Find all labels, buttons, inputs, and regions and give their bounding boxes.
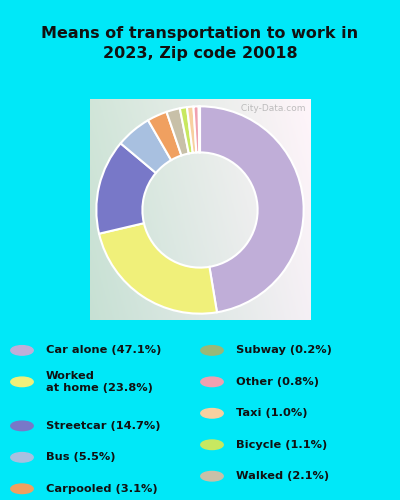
Circle shape xyxy=(11,421,33,430)
Wedge shape xyxy=(120,120,171,173)
Circle shape xyxy=(201,377,223,386)
Wedge shape xyxy=(99,223,217,314)
Wedge shape xyxy=(148,112,182,160)
Circle shape xyxy=(11,484,33,494)
Text: Taxi (1.0%): Taxi (1.0%) xyxy=(236,408,308,418)
Text: Means of transportation to work in
2023, Zip code 20018: Means of transportation to work in 2023,… xyxy=(42,26,358,60)
Text: Bicycle (1.1%): Bicycle (1.1%) xyxy=(236,440,327,450)
Text: Worked
at home (23.8%): Worked at home (23.8%) xyxy=(46,370,153,393)
Circle shape xyxy=(11,452,33,462)
Wedge shape xyxy=(199,106,200,152)
Text: City-Data.com: City-Data.com xyxy=(238,104,306,114)
Wedge shape xyxy=(194,106,199,152)
Circle shape xyxy=(201,346,223,355)
Text: Streetcar (14.7%): Streetcar (14.7%) xyxy=(46,421,160,431)
Wedge shape xyxy=(200,106,304,312)
Text: Subway (0.2%): Subway (0.2%) xyxy=(236,346,332,356)
Circle shape xyxy=(201,440,223,450)
Wedge shape xyxy=(96,144,156,234)
Text: Other (0.8%): Other (0.8%) xyxy=(236,377,319,387)
Circle shape xyxy=(11,377,33,386)
Wedge shape xyxy=(166,108,189,156)
Circle shape xyxy=(11,346,33,355)
Wedge shape xyxy=(180,107,193,154)
Text: Bus (5.5%): Bus (5.5%) xyxy=(46,452,116,462)
Text: Car alone (47.1%): Car alone (47.1%) xyxy=(46,346,161,356)
Circle shape xyxy=(201,472,223,481)
Text: Walked (2.1%): Walked (2.1%) xyxy=(236,471,329,481)
Circle shape xyxy=(201,408,223,418)
Text: Carpooled (3.1%): Carpooled (3.1%) xyxy=(46,484,158,494)
Wedge shape xyxy=(187,106,196,153)
